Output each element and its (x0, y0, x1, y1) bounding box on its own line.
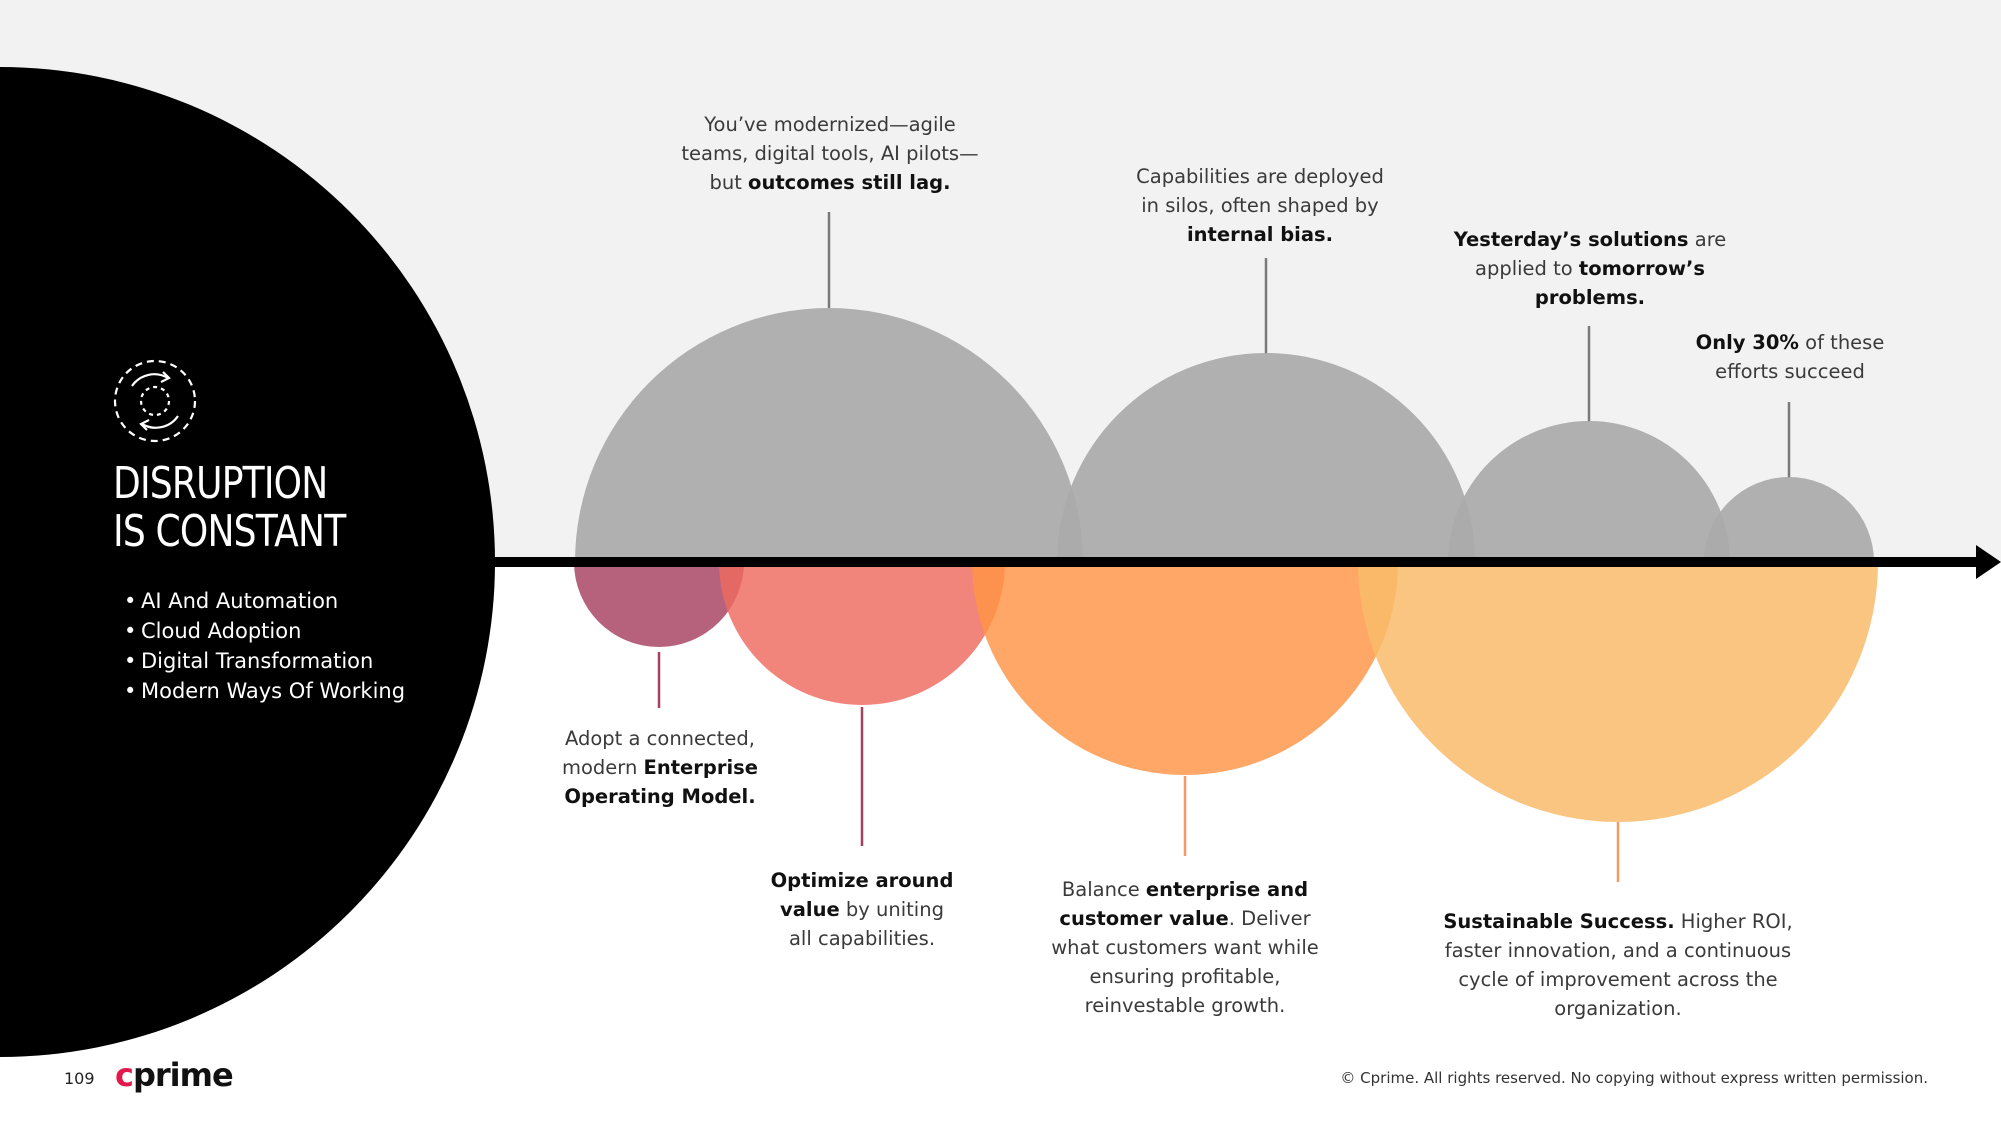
title-line-1: DISRUPTION (113, 458, 328, 509)
bottom-bubble-1 (574, 562, 744, 647)
cycle-icon (113, 359, 197, 443)
bottom-callout-1: Adopt a connected, modern Enterprise Ope… (561, 727, 758, 808)
top-bubble-3 (1448, 421, 1730, 562)
cprime-logo: cprime (115, 1056, 234, 1094)
bottom-callout-2: Optimize around value by uniting all cap… (770, 869, 954, 950)
bottom-bubbles (574, 562, 1878, 822)
top-callout-4: Only 30% of these efforts succeed (1695, 331, 1885, 383)
title-line-2: IS CONSTANT (113, 506, 346, 557)
bullet-item: AI And Automation (124, 586, 405, 616)
top-callout-3: Yesterday’s solutions are applied to tom… (1453, 228, 1727, 309)
top-bubble-2 (1057, 353, 1475, 562)
bullet-item: Digital Transformation (124, 646, 405, 676)
bottom-callout-3: Balance enterprise and customer value. D… (1051, 878, 1319, 1017)
bottom-bubble-4 (1358, 562, 1878, 822)
top-callout-1: You’ve modernized—agile teams, digital t… (681, 113, 979, 194)
copyright-notice: © Cprime. All rights reserved. No copyin… (1340, 1069, 1928, 1087)
timeline-arrowhead (1976, 545, 2001, 579)
bottom-bubble-3 (972, 562, 1398, 775)
hero-circle (0, 67, 495, 1057)
page-title: DISRUPTION IS CONSTANT (113, 458, 346, 557)
top-callout-2: Capabilities are deployed in silos, ofte… (1136, 165, 1384, 246)
timeline-axis (480, 557, 1980, 567)
bottom-callout-4: Sustainable Success. Higher ROI, faster … (1443, 910, 1793, 1020)
bullet-item: Modern Ways Of Working (124, 676, 405, 706)
bottom-bubble-2 (719, 562, 1005, 705)
page-number: 109 (64, 1069, 95, 1088)
top-bubble-1 (575, 308, 1083, 562)
top-bubble-4 (1704, 477, 1874, 562)
top-bubbles (575, 308, 1874, 562)
bullet-item: Cloud Adoption (124, 616, 405, 646)
bullet-list: AI And Automation Cloud Adoption Digital… (124, 586, 405, 706)
